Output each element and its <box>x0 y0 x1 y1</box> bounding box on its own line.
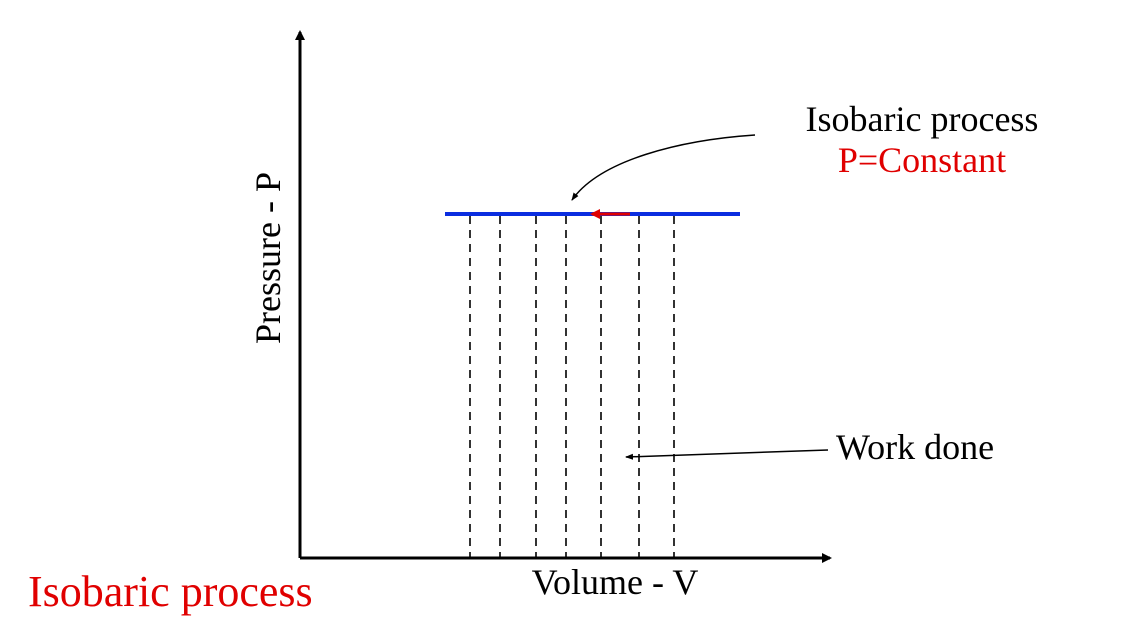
condition-label: P=Constant <box>838 140 1006 180</box>
process-pointer <box>571 134 756 201</box>
work-label: Work done <box>836 427 994 467</box>
y-axis-label: Pressure - P <box>248 172 288 344</box>
process-label: Isobaric process <box>806 99 1039 139</box>
work-pointer <box>625 449 829 460</box>
work-area-lines <box>469 216 675 558</box>
caption: Isobaric process <box>28 567 313 616</box>
x-axis-label: Volume - V <box>532 562 699 602</box>
